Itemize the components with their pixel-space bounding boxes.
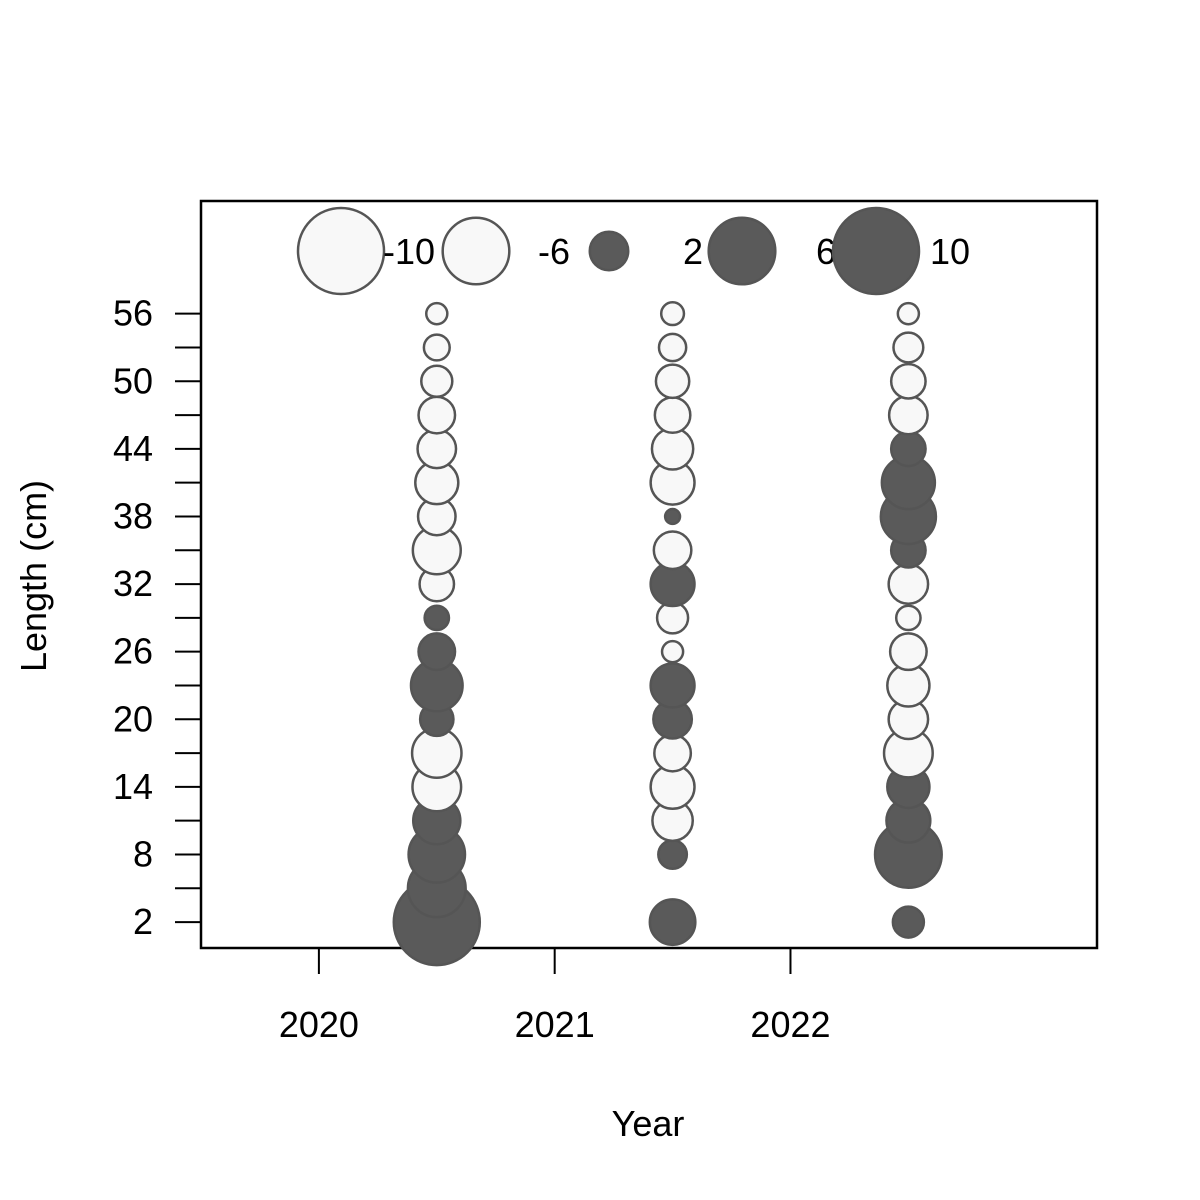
negative-bubble [654, 363, 691, 400]
legend-symbol [296, 206, 386, 296]
y-tick-label: 8 [133, 833, 153, 874]
plot-frame [199, 199, 1099, 950]
positive-bubble [889, 430, 927, 468]
y-tick-label: 26 [113, 631, 153, 672]
negative-bubble [420, 364, 454, 399]
negative-bubble [653, 733, 693, 773]
negative-bubble [892, 331, 925, 364]
y-tick-label: 56 [113, 293, 153, 334]
legend-label: 10 [930, 231, 970, 272]
negative-bubble [422, 333, 451, 362]
positive-bubble [649, 662, 696, 709]
negative-bubble [660, 639, 685, 664]
positive-bubble [891, 905, 926, 939]
x-tick-label: 2020 [279, 1004, 359, 1045]
legend-symbol [588, 230, 630, 272]
legend-symbol [707, 216, 777, 286]
x-axis: 2020 2021 2022 [279, 948, 831, 1045]
positive-bubble [648, 898, 697, 947]
legend-symbol [441, 216, 511, 286]
y-axis: 2 8 14 20 26 32 38 44 50 56 [113, 293, 201, 942]
positive-bubble [663, 507, 682, 526]
y-axis-label: Length (cm) [13, 480, 54, 672]
y-tick-label: 2 [133, 901, 153, 942]
negative-bubble [416, 428, 458, 470]
negative-bubble [896, 301, 921, 326]
y-tick-label: 14 [113, 766, 153, 807]
legend-label: -10 [383, 231, 435, 272]
y-tick-label: 32 [113, 563, 153, 604]
negative-bubble [425, 301, 449, 326]
negative-bubble [417, 395, 457, 435]
legend-label: -6 [538, 231, 570, 272]
y-tick-label: 50 [113, 360, 153, 401]
positive-bubble [423, 604, 451, 632]
negative-bubble [894, 604, 922, 632]
negative-bubble [653, 396, 692, 435]
y-tick-label: 20 [113, 698, 153, 739]
negative-bubble [889, 362, 927, 400]
negative-bubble [888, 632, 928, 672]
y-tick-label: 38 [113, 495, 153, 536]
x-tick-label: 2022 [750, 1004, 830, 1045]
positive-bubble [657, 838, 689, 870]
positive-bubble [417, 632, 457, 672]
bubbles [392, 301, 943, 967]
legend: -10 -6 2 6 10 [296, 206, 970, 296]
negative-bubble [887, 563, 930, 606]
negative-bubble [652, 530, 693, 571]
x-tick-label: 2021 [515, 1004, 595, 1045]
negative-bubble [657, 332, 688, 363]
legend-label: 2 [683, 231, 703, 272]
negative-bubble [887, 394, 929, 436]
x-axis-label: Year [612, 1103, 685, 1144]
negative-bubble [650, 427, 695, 471]
legend-label: 6 [816, 231, 836, 272]
negative-bubble [659, 301, 686, 327]
legend-symbol [831, 206, 921, 296]
y-tick-label: 44 [113, 428, 153, 469]
